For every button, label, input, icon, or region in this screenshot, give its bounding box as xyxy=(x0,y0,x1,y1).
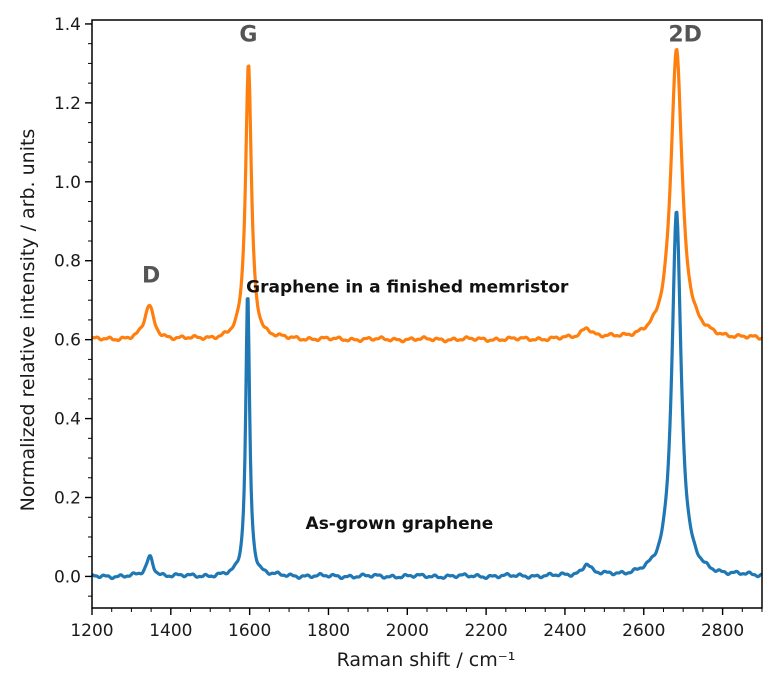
x-tick-label: 2400 xyxy=(543,621,586,641)
peak-label-2d: 2D xyxy=(668,23,702,48)
y-tick-label: 0.4 xyxy=(54,410,81,430)
x-tick-label: 2600 xyxy=(622,621,665,641)
peak-label-d: D xyxy=(142,263,160,288)
y-tick-label: 0.8 xyxy=(54,252,81,272)
y-axis-ticks: 0.0 0.2 0.4 0.6 0.8 1.0 1.2 1.4 xyxy=(54,15,92,597)
x-axis-label: Raman shift / cm⁻¹ xyxy=(337,649,516,671)
x-tick-label: 1800 xyxy=(307,621,350,641)
y-tick-label: 0.2 xyxy=(54,489,81,509)
x-tick-label: 2000 xyxy=(386,621,429,641)
y-tick-label: 0.0 xyxy=(54,567,81,587)
x-tick-label: 2800 xyxy=(701,621,744,641)
x-tick-label: 2200 xyxy=(464,621,507,641)
chart-annotations: D G 2D Graphene in a finished memristor As-g… xyxy=(142,23,702,534)
series-line-memristor xyxy=(91,47,763,344)
series-line-as-grown xyxy=(90,210,763,581)
y-tick-label: 1.0 xyxy=(54,173,81,193)
series-annotation: Graphene in a finished memristor xyxy=(246,277,569,297)
y-tick-label: 0.6 xyxy=(54,331,81,351)
x-tick-label: 1600 xyxy=(228,621,271,641)
y-axis-label: Normalized relative intensity / arb. uni… xyxy=(17,129,39,512)
series-annotation: As-grown graphene xyxy=(306,514,494,534)
x-tick-label: 1200 xyxy=(70,621,113,641)
y-tick-label: 1.2 xyxy=(54,94,81,114)
plot-lines xyxy=(90,47,763,581)
y-tick-label: 1.4 xyxy=(54,15,81,35)
x-tick-label: 1400 xyxy=(149,621,192,641)
peak-label-g: G xyxy=(239,23,257,48)
x-axis-ticks: 1200 1400 1600 1800 2000 2200 2400 2600 2800 xyxy=(70,608,763,641)
